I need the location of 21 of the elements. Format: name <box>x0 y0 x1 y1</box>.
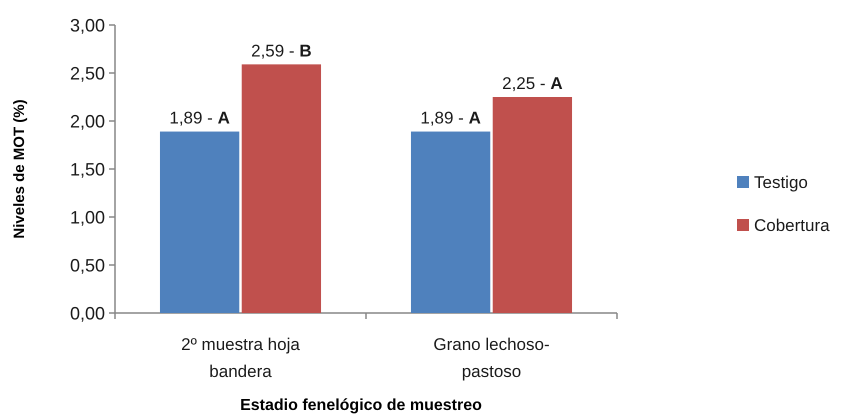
data-label: 1,89 - A <box>420 108 481 128</box>
y-tick-label: 2,50 <box>70 63 105 84</box>
data-label: 2,25 - A <box>502 74 563 93</box>
x-tick-label: 2º muestra hoja bandera <box>181 335 300 381</box>
bar <box>242 64 322 313</box>
legend-label: Cobertura <box>754 216 830 235</box>
y-tick-label: 1,00 <box>70 207 105 228</box>
bar <box>410 132 490 313</box>
y-tick-label: 0,00 <box>70 303 105 324</box>
legend-label: Testigo <box>754 172 808 192</box>
data-label: 2,59 - B <box>251 41 312 60</box>
y-tick-label: 1,50 <box>70 159 105 180</box>
bar <box>492 97 572 313</box>
y-tick-label: 0,50 <box>70 255 105 276</box>
x-axis-title: Estadio fenelógico de muestreo <box>240 397 482 414</box>
bar <box>160 132 240 313</box>
y-tick-label: 2,00 <box>70 111 105 132</box>
y-axis-title: Niveles de MOT (%) <box>11 99 28 239</box>
data-label: 1,89 - A <box>169 108 230 128</box>
y-tick-label: 3,00 <box>70 15 105 36</box>
x-tick-label: Grano lechoso-pastoso <box>433 335 550 381</box>
